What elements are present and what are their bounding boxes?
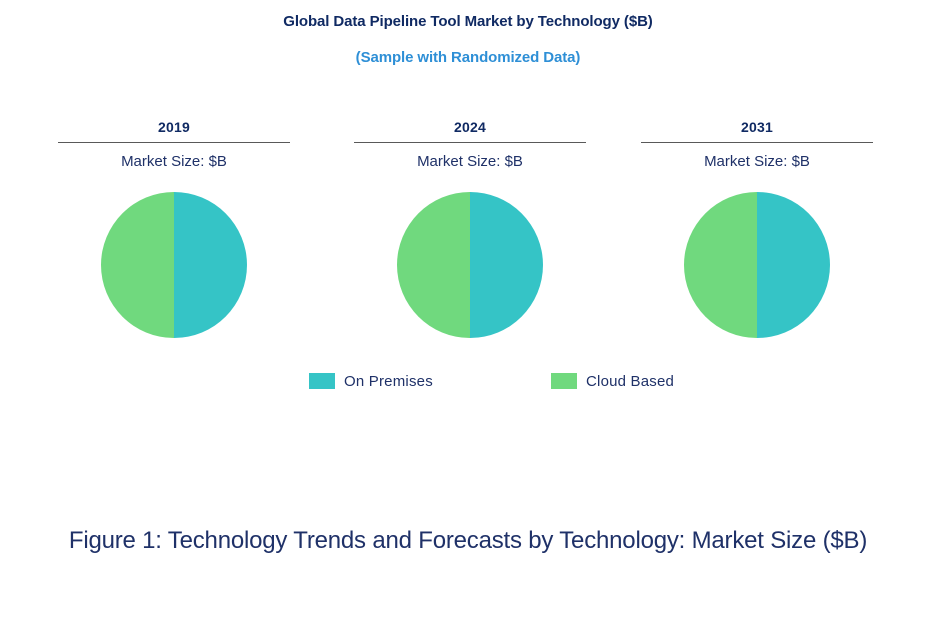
panel-year-label: 2024: [454, 119, 486, 135]
panel-divider-rule: [641, 142, 873, 143]
panel-divider-rule: [354, 142, 586, 143]
pie-panel-2031: 2031 Market Size: $B: [641, 118, 873, 338]
legend-swatch-on-premises: [309, 373, 335, 389]
panel-measure-label: Market Size: $B: [121, 153, 227, 170]
pie-slice-on-premises: [174, 192, 247, 338]
pie-chart-wrapper-2031: [641, 192, 873, 338]
panel-measure-label: Market Size: $B: [704, 153, 810, 170]
pie-panel-2024: 2024 Market Size: $B: [354, 118, 586, 338]
legend-item-cloud-based[interactable]: Cloud Based: [551, 371, 674, 391]
figure-caption: Figure 1: Technology Trends and Forecast…: [68, 527, 868, 554]
pie-chart-2024: [397, 192, 543, 338]
pie-slice-cloud-based: [101, 192, 174, 338]
pie-slice-on-premises: [757, 192, 830, 338]
pie-slice-cloud-based: [684, 192, 757, 338]
pie-slice-cloud-based: [397, 192, 470, 338]
pie-chart-wrapper-2024: [354, 192, 586, 338]
pie-chart-2019: [101, 192, 247, 338]
legend-label-on-premises: On Premises: [344, 372, 433, 390]
chart-title: Global Data Pipeline Tool Market by Tech…: [283, 13, 653, 30]
pie-slice-on-premises: [470, 192, 543, 338]
chart-legend: On Premises Cloud Based: [0, 371, 936, 393]
legend-label-cloud-based: Cloud Based: [586, 372, 675, 390]
panel-divider-rule: [58, 142, 290, 143]
panel-measure-label: Market Size: $B: [417, 153, 523, 170]
panel-year-label: 2031: [741, 119, 773, 135]
pie-chart-wrapper-2019: [58, 192, 290, 338]
panel-year-label: 2019: [158, 119, 190, 135]
legend-item-on-premises[interactable]: On Premises: [309, 371, 433, 391]
pie-panel-2019: 2019 Market Size: $B: [58, 118, 290, 338]
legend-swatch-cloud-based: [551, 373, 577, 389]
pie-chart-2031: [684, 192, 830, 338]
chart-subtitle: (Sample with Randomized Data): [355, 49, 581, 66]
